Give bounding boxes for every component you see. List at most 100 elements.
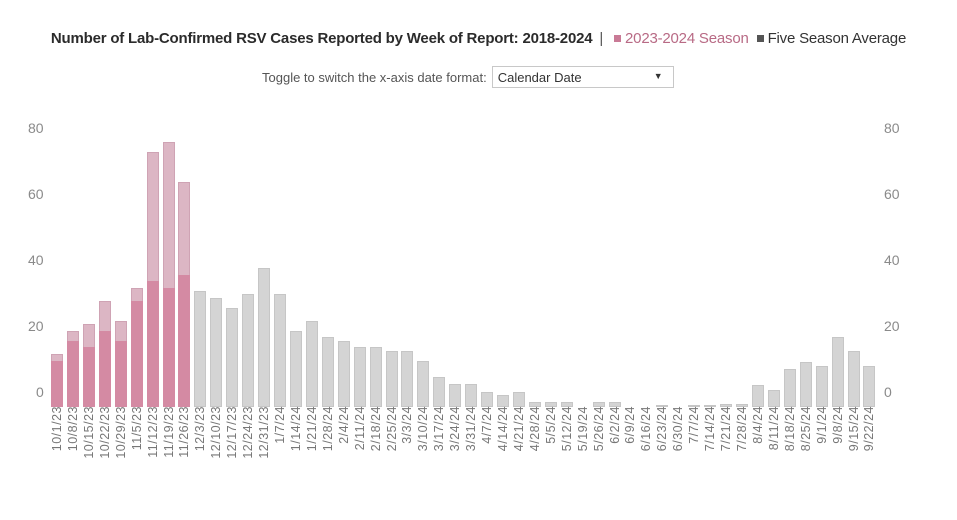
chart-header: Number of Lab-Confirmed RSV Cases Report… bbox=[0, 30, 957, 47]
x-axis-tick: 12/31/23 bbox=[257, 406, 272, 459]
x-axis-tick: 10/15/23 bbox=[81, 406, 96, 459]
average-bar[interactable] bbox=[815, 365, 828, 407]
average-overlap-bar[interactable] bbox=[162, 287, 175, 407]
average-bar[interactable] bbox=[544, 402, 557, 407]
average-bar[interactable] bbox=[226, 307, 239, 407]
x-axis-tick: 9/8/24 bbox=[830, 406, 845, 444]
x-axis-tick: 11/5/23 bbox=[129, 406, 144, 451]
average-bar[interactable] bbox=[560, 402, 573, 407]
legend-average-label[interactable]: Five Season Average bbox=[767, 30, 907, 47]
average-bar[interactable] bbox=[465, 383, 478, 407]
average-bar[interactable] bbox=[369, 347, 382, 407]
x-axis-tick: 9/1/24 bbox=[814, 406, 829, 444]
x-axis-tick: 7/14/24 bbox=[703, 406, 718, 452]
x-axis-tick: 6/2/24 bbox=[607, 406, 622, 444]
legend-season-label[interactable]: 2023-2024 Season bbox=[625, 30, 749, 47]
average-overlap-bar[interactable] bbox=[178, 274, 191, 407]
average-bar[interactable] bbox=[512, 392, 525, 407]
average-bar[interactable] bbox=[305, 320, 318, 407]
average-overlap-bar[interactable] bbox=[82, 347, 95, 407]
x-axis-tick: 3/31/24 bbox=[464, 406, 479, 452]
y-axis-left-tick: 20 bbox=[28, 318, 44, 334]
x-axis-tick: 10/8/23 bbox=[65, 406, 80, 452]
x-axis-tick: 1/14/24 bbox=[288, 406, 303, 452]
x-axis-tick: 8/18/24 bbox=[782, 406, 797, 452]
x-axis-tick: 4/7/24 bbox=[480, 406, 495, 444]
x-axis-tick: 12/24/23 bbox=[241, 406, 256, 459]
average-overlap-bar[interactable] bbox=[51, 360, 63, 407]
average-bar[interactable] bbox=[656, 405, 669, 407]
average-bar[interactable] bbox=[592, 402, 605, 407]
y-axis-left-tick: 40 bbox=[28, 252, 44, 268]
x-axis-tick: 3/3/24 bbox=[400, 406, 415, 444]
average-bar[interactable] bbox=[720, 403, 733, 407]
x-axis-tick: 4/28/24 bbox=[527, 406, 542, 452]
x-axis-tick: 6/16/24 bbox=[639, 406, 654, 452]
average-bar[interactable] bbox=[194, 291, 207, 407]
average-bar[interactable] bbox=[385, 350, 398, 407]
x-axis-tick: 5/5/24 bbox=[543, 406, 558, 444]
average-bar[interactable] bbox=[258, 267, 271, 407]
x-axis-tick: 1/21/24 bbox=[304, 406, 319, 452]
average-bar[interactable] bbox=[847, 350, 860, 407]
date-format-selected-value: Calendar Date bbox=[497, 69, 582, 85]
x-axis-tick: 10/29/23 bbox=[113, 406, 128, 459]
average-bar[interactable] bbox=[433, 377, 446, 407]
average-bar[interactable] bbox=[497, 395, 510, 407]
average-bar[interactable] bbox=[528, 402, 541, 407]
date-format-toggle: Toggle to switch the x-axis date format:… bbox=[262, 64, 674, 90]
average-bar[interactable] bbox=[481, 392, 494, 407]
average-bar[interactable] bbox=[783, 368, 796, 407]
x-axis-tick: 8/4/24 bbox=[750, 406, 765, 444]
average-bar[interactable] bbox=[353, 347, 366, 407]
average-bar[interactable] bbox=[688, 405, 701, 407]
average-overlap-bar[interactable] bbox=[146, 281, 159, 407]
average-bar[interactable] bbox=[337, 340, 350, 407]
x-axis-tick: 7/21/24 bbox=[719, 406, 734, 452]
x-axis-tick: 2/25/24 bbox=[384, 406, 399, 452]
x-axis-tick: 5/19/24 bbox=[575, 406, 590, 452]
average-bar[interactable] bbox=[751, 385, 764, 407]
date-format-select[interactable]: Calendar Date ▼ bbox=[491, 66, 674, 88]
average-bar[interactable] bbox=[704, 405, 717, 407]
average-overlap-bar[interactable] bbox=[98, 330, 111, 407]
y-axis-right-tick: 40 bbox=[884, 252, 900, 268]
average-bar[interactable] bbox=[321, 337, 334, 407]
x-axis-tick: 1/28/24 bbox=[320, 406, 335, 452]
average-bar[interactable] bbox=[289, 330, 302, 407]
average-bar[interactable] bbox=[210, 297, 223, 407]
average-bar[interactable] bbox=[242, 294, 255, 407]
x-axis-tick: 12/10/23 bbox=[209, 406, 224, 459]
x-axis-tick: 1/7/24 bbox=[273, 406, 288, 444]
average-overlap-bar[interactable] bbox=[130, 301, 143, 407]
x-axis-tick: 8/11/24 bbox=[766, 406, 781, 451]
y-axis-left-tick: 0 bbox=[36, 384, 44, 400]
average-bar[interactable] bbox=[274, 294, 287, 407]
average-bar[interactable] bbox=[417, 360, 430, 407]
y-axis-right-tick: 20 bbox=[884, 318, 900, 334]
x-axis-tick: 8/25/24 bbox=[798, 406, 813, 452]
average-bar[interactable] bbox=[831, 337, 844, 407]
average-bar[interactable] bbox=[863, 365, 876, 407]
x-axis-tick: 6/23/24 bbox=[655, 406, 670, 452]
legend-season-swatch-icon bbox=[614, 35, 622, 43]
average-bar[interactable] bbox=[799, 362, 812, 407]
x-axis-tick: 2/11/24 bbox=[352, 406, 367, 451]
average-bar[interactable] bbox=[401, 350, 414, 407]
average-bar[interactable] bbox=[735, 403, 748, 407]
average-overlap-bar[interactable] bbox=[114, 340, 127, 407]
dropdown-arrow-icon: ▼ bbox=[653, 71, 663, 81]
average-bar[interactable] bbox=[449, 383, 462, 407]
x-axis-tick: 3/17/24 bbox=[432, 406, 447, 452]
average-bar[interactable] bbox=[767, 390, 780, 407]
average-bar[interactable] bbox=[608, 402, 621, 407]
average-overlap-bar[interactable] bbox=[66, 340, 79, 407]
title-separator: | bbox=[599, 30, 604, 47]
x-axis-tick: 12/17/23 bbox=[225, 406, 240, 459]
x-axis-tick: 5/26/24 bbox=[591, 406, 606, 452]
x-axis-tick: 9/22/24 bbox=[862, 406, 877, 452]
x-axis-tick: 6/30/24 bbox=[671, 406, 686, 452]
x-axis-tick: 7/7/24 bbox=[687, 406, 702, 444]
x-axis-tick: 7/28/24 bbox=[734, 406, 749, 452]
